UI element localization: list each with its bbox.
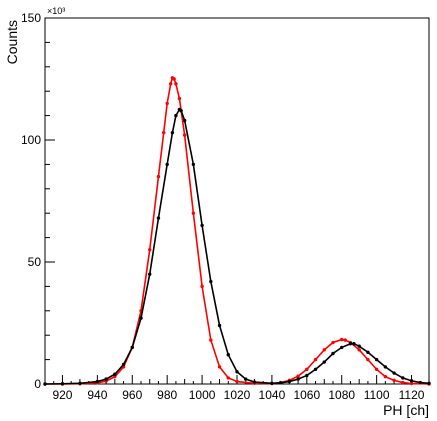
x-tick-label: 1060 bbox=[293, 388, 320, 402]
series-0-point bbox=[174, 82, 178, 86]
series-1-point bbox=[313, 367, 318, 372]
series-0-point bbox=[148, 248, 152, 252]
series-1-point bbox=[418, 380, 422, 385]
series-0-point bbox=[401, 380, 405, 385]
y-axis-title: Counts bbox=[4, 20, 20, 64]
series-0-point bbox=[226, 376, 230, 380]
series-1-point bbox=[139, 316, 143, 320]
series-0-point bbox=[305, 367, 309, 372]
y-tick-label: 0 bbox=[34, 377, 41, 391]
series-1-point bbox=[174, 113, 178, 118]
series-1-point bbox=[156, 216, 161, 220]
series-1-point bbox=[296, 377, 300, 381]
series-1-point bbox=[121, 362, 126, 367]
series-line-1 bbox=[44, 108, 430, 385]
series-1-point bbox=[409, 379, 414, 383]
series-0-point bbox=[374, 367, 379, 372]
series-1-point bbox=[43, 382, 47, 386]
series-1-point bbox=[209, 279, 213, 284]
series-0-point bbox=[191, 211, 196, 215]
series-1-point bbox=[252, 380, 257, 384]
series-0-point bbox=[235, 379, 239, 384]
series-0-point bbox=[200, 284, 204, 289]
series-0-point bbox=[331, 340, 335, 345]
series-1-point bbox=[331, 351, 335, 356]
series-1-point bbox=[322, 360, 326, 364]
series-1-point bbox=[427, 381, 431, 385]
series-1-point bbox=[374, 357, 379, 362]
series-1-point bbox=[165, 162, 169, 167]
x-tick-label: 1100 bbox=[364, 388, 390, 402]
series-0-point bbox=[165, 101, 169, 106]
series-0-point bbox=[172, 77, 176, 81]
y-tick-label: 50 bbox=[28, 255, 42, 269]
series-1-point bbox=[392, 371, 396, 375]
x-tick-label: 940 bbox=[87, 388, 107, 402]
series-0-point bbox=[168, 82, 173, 86]
series-0-point bbox=[217, 365, 222, 369]
series-1-point bbox=[95, 379, 100, 384]
x-tick-label: 960 bbox=[122, 388, 142, 402]
series-0-point bbox=[392, 378, 396, 383]
series-0-point bbox=[156, 174, 161, 179]
series-1-point bbox=[383, 365, 388, 369]
series-1-point bbox=[148, 272, 152, 276]
series-1-point bbox=[352, 342, 356, 346]
x-tick-label: 1120 bbox=[399, 388, 425, 402]
plot-frame bbox=[44, 17, 430, 385]
series-0-point bbox=[357, 348, 361, 352]
y-tick-label: 150 bbox=[21, 11, 41, 25]
series-0-point bbox=[209, 338, 213, 342]
series-0-point bbox=[313, 357, 318, 362]
series-1-point bbox=[217, 323, 222, 328]
series-1-point bbox=[270, 381, 274, 385]
series-0-point bbox=[296, 374, 300, 378]
x-tick-label: 980 bbox=[157, 388, 177, 402]
series-0-point bbox=[182, 133, 187, 137]
series-1-point bbox=[366, 350, 370, 354]
series-1-point bbox=[305, 373, 309, 378]
series-0-point bbox=[343, 338, 347, 342]
series-line-0 bbox=[45, 76, 430, 385]
series-1-point bbox=[179, 109, 183, 113]
series-0-point bbox=[340, 337, 344, 342]
y-exponent-label: ×10³ bbox=[47, 6, 65, 16]
series-1-point bbox=[104, 377, 108, 381]
series-1-point bbox=[60, 382, 65, 386]
series-0-point bbox=[322, 348, 326, 352]
series-1-point bbox=[235, 370, 239, 374]
series-1-point bbox=[170, 130, 175, 135]
series-1-point bbox=[226, 353, 230, 357]
x-axis-title: PH [ch] bbox=[383, 402, 429, 418]
series-0-point bbox=[177, 96, 182, 101]
series-0-point bbox=[409, 381, 414, 386]
series-1-point bbox=[200, 223, 204, 228]
series-1-point bbox=[244, 377, 248, 381]
x-tick-label: 920 bbox=[52, 388, 72, 402]
series-1-point bbox=[357, 344, 361, 348]
series-0-point bbox=[366, 357, 370, 362]
series-1-point bbox=[340, 345, 344, 350]
series-1-point bbox=[348, 342, 353, 346]
x-tick-label: 1020 bbox=[224, 388, 251, 402]
x-tick-label: 1040 bbox=[259, 388, 286, 402]
series-1-point bbox=[130, 345, 134, 350]
y-tick-label: 100 bbox=[21, 133, 41, 147]
series-1-point bbox=[191, 162, 196, 167]
series-1-point bbox=[113, 372, 117, 376]
series-1-point bbox=[287, 379, 292, 384]
series-1-point bbox=[278, 381, 283, 385]
x-tick-label: 1000 bbox=[189, 388, 216, 402]
series-0-point bbox=[161, 130, 166, 135]
x-tick-label: 1080 bbox=[328, 388, 355, 402]
series-1-point bbox=[78, 381, 82, 385]
series-0-point bbox=[113, 374, 117, 379]
series-0-point bbox=[383, 374, 388, 379]
series-1-point bbox=[401, 376, 405, 380]
series-1-point bbox=[182, 118, 187, 123]
